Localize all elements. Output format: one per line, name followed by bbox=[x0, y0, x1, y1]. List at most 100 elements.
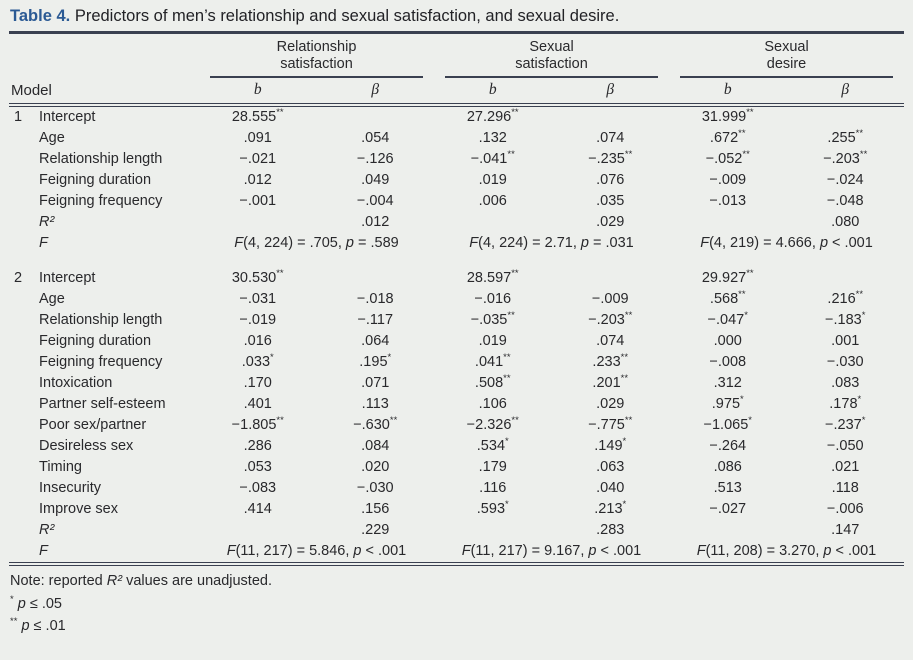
predictor-label: Desireless sex bbox=[39, 438, 134, 455]
predictor-label: Intercept bbox=[39, 109, 96, 126]
column-group-row: Relationship satisfaction Sexual satisfacti… bbox=[9, 36, 904, 79]
value-cell: −.047* bbox=[707, 310, 748, 329]
value-cell: .001 bbox=[831, 333, 860, 350]
column-group-label: Sexual desire bbox=[680, 36, 893, 79]
value-cell: −.031 bbox=[239, 291, 277, 308]
value-cell: .086 bbox=[713, 459, 742, 476]
value-cell: .074 bbox=[596, 333, 625, 350]
value-cell: −.237* bbox=[825, 415, 866, 434]
value-cell: .149* bbox=[594, 436, 627, 455]
value-cell: .213* bbox=[594, 499, 627, 518]
model-number-cell bbox=[9, 394, 39, 415]
bottom-rule-row bbox=[9, 562, 904, 569]
spacer-cell bbox=[9, 254, 904, 268]
predictor-label: Relationship length bbox=[39, 151, 163, 168]
model-number-cell bbox=[9, 191, 39, 212]
value-cell: −.019 bbox=[239, 312, 277, 329]
column-group-header: Relationship satisfaction bbox=[199, 36, 434, 79]
regression-results-table: Relationship satisfaction Sexual satisfacti… bbox=[9, 36, 905, 569]
value-cell: 28.555** bbox=[231, 107, 284, 126]
value-cell: −.048 bbox=[826, 193, 864, 210]
value-cell: −.035** bbox=[470, 310, 515, 329]
predictor-label: Improve sex bbox=[39, 501, 118, 518]
value-cell: −.052** bbox=[705, 149, 750, 168]
value-cell: .000 bbox=[713, 333, 742, 350]
sig-value: .01 bbox=[45, 617, 66, 634]
value-cell: −.126 bbox=[356, 151, 394, 168]
value-cell: .012 bbox=[243, 172, 272, 189]
document-page: Table 4. Predictors of men’s relationshi… bbox=[9, 7, 905, 636]
value-cell: .401 bbox=[243, 396, 272, 413]
table-row: Feigning frequency −.001 −.004 .006 .035 −.01… bbox=[9, 191, 904, 212]
table-notes: Note: reported R² values are unadjusted.… bbox=[9, 568, 904, 636]
model-number-cell bbox=[9, 352, 39, 373]
value-cell: .084 bbox=[361, 438, 390, 455]
value-cell: −.009 bbox=[709, 172, 747, 189]
value-cell: −.041** bbox=[470, 149, 515, 168]
value-cell: 29.927** bbox=[701, 268, 754, 287]
sig-relation: ≤ bbox=[29, 596, 38, 613]
value-cell: .054 bbox=[361, 130, 390, 147]
table-row: Relationship length −.019 −.117 −.035** −.20… bbox=[9, 310, 904, 331]
table-row: Intoxication .170 .071 .508** .201** .312 .083 bbox=[9, 373, 904, 394]
value-cell: −.021 bbox=[239, 151, 277, 168]
value-cell: .312 bbox=[713, 375, 742, 392]
value-cell: .132 bbox=[478, 130, 507, 147]
column-group-header: Sexual desire bbox=[669, 36, 904, 79]
model-number-cell: 2 bbox=[14, 270, 23, 287]
table-row: Feigning frequency .033* .195* .041** .233**… bbox=[9, 352, 904, 373]
value-cell: −.004 bbox=[356, 193, 394, 210]
value-cell: −.775** bbox=[588, 415, 633, 434]
value-cell: −.630** bbox=[353, 415, 398, 434]
value-cell bbox=[787, 105, 905, 128]
value-cell: .020 bbox=[361, 459, 390, 476]
value-cell: −.008 bbox=[709, 354, 747, 371]
value-cell: −.024 bbox=[826, 172, 864, 189]
model-number-cell bbox=[9, 541, 39, 564]
predictor-label: Age bbox=[39, 130, 65, 147]
model-number-cell bbox=[9, 415, 39, 436]
table-row: Timing .053 .020 .179 .063 .086 .021 bbox=[9, 457, 904, 478]
value-cell bbox=[317, 268, 435, 289]
value-cell: .179 bbox=[478, 459, 507, 476]
predictor-label: Age bbox=[39, 291, 65, 308]
table-title-text: Predictors of men’s relationship and sex… bbox=[74, 7, 620, 25]
value-cell: .064 bbox=[361, 333, 390, 350]
predictor-label: Feigning duration bbox=[39, 333, 152, 350]
value-cell bbox=[787, 268, 905, 289]
predictor-label: Relationship length bbox=[39, 312, 163, 329]
model-number-cell bbox=[9, 478, 39, 499]
table-row: Feigning duration .016 .064 .019 .074 .000 .00… bbox=[9, 331, 904, 352]
value-cell: .513 bbox=[713, 480, 742, 497]
sig-marker: * bbox=[10, 594, 14, 606]
predictor-label: Intercept bbox=[39, 270, 96, 287]
note-suffix: values are unadjusted. bbox=[126, 573, 272, 590]
value-cell: .091 bbox=[243, 130, 272, 147]
value-cell: .216** bbox=[827, 289, 864, 308]
model-number-cell bbox=[9, 289, 39, 310]
note-prefix: Note: reported bbox=[10, 573, 103, 590]
value-cell: .033* bbox=[241, 352, 274, 371]
model-number-cell bbox=[9, 436, 39, 457]
f-statistic-row: F F(11, 217) = 5.846, p < .001 F(11, 217) … bbox=[9, 541, 904, 564]
model-number-cell bbox=[9, 233, 39, 254]
note-r-squared: R² bbox=[106, 573, 123, 590]
column-subheader: β bbox=[316, 78, 434, 108]
value-cell: .508** bbox=[474, 373, 511, 392]
bottom-rule bbox=[9, 562, 904, 569]
value-cell: .106 bbox=[478, 396, 507, 413]
value-cell: .113 bbox=[361, 396, 389, 413]
note-line: Note: reported R² values are unadjusted. bbox=[10, 571, 904, 593]
f-statistic-cell: F(11, 217) = 5.846, p < .001 bbox=[226, 543, 407, 560]
value-cell: −.264 bbox=[709, 438, 747, 455]
value-cell: .116 bbox=[479, 480, 507, 497]
predictor-label: Insecurity bbox=[39, 480, 102, 497]
value-cell: .672** bbox=[709, 128, 746, 147]
table-row: Feigning duration .012 .049 .019 .076 −.009 −.… bbox=[9, 170, 904, 191]
table-row: Partner self-esteem .401 .113 .106 .029 .975*… bbox=[9, 394, 904, 415]
value-cell: .041** bbox=[474, 352, 511, 371]
table-body: 1 Intercept 28.555** 27.296** 31.999** Age .09… bbox=[9, 105, 905, 569]
predictor-label: R² bbox=[39, 214, 55, 231]
value-cell: .593* bbox=[476, 499, 509, 518]
value-cell: .049 bbox=[361, 172, 390, 189]
